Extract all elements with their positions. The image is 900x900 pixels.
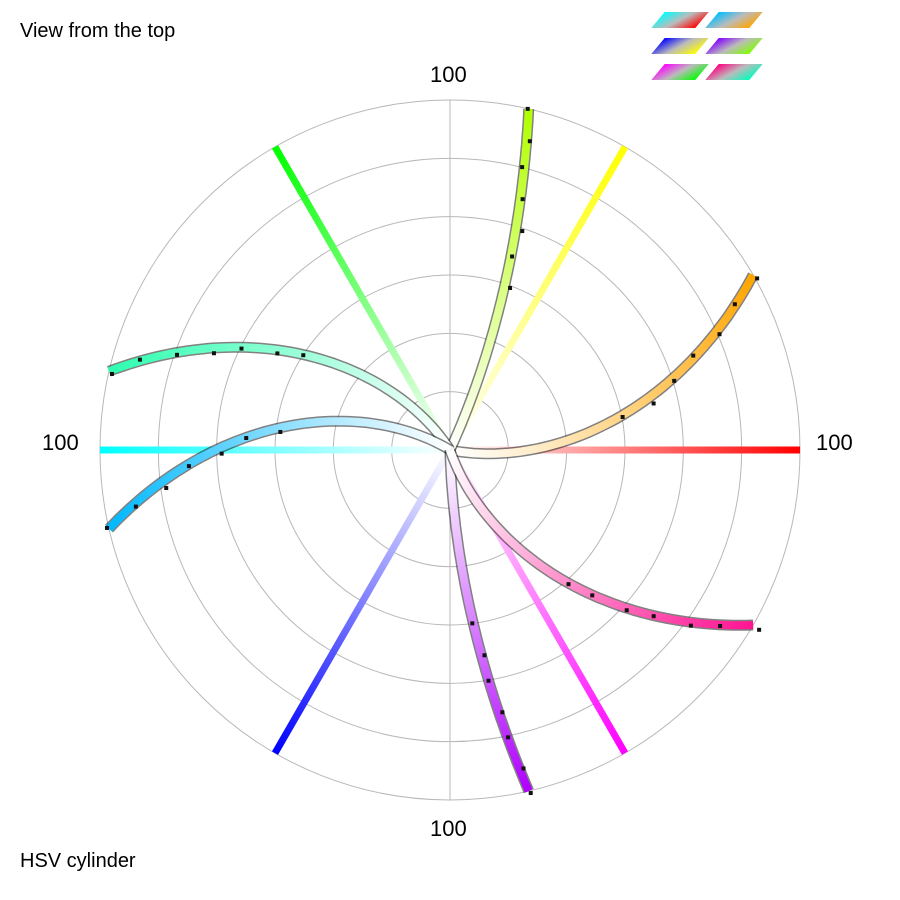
scatter-point [486,678,491,683]
scatter-point [718,624,723,629]
straight-ray [271,145,454,452]
curved-ray-shadow [105,415,453,533]
scatter-point [104,525,109,530]
scatter-point [620,415,625,420]
scatter-point [470,621,475,626]
curved-ray [446,448,754,630]
scatter-point [133,504,138,509]
scatter-point [527,139,532,144]
scatter-point [521,766,526,771]
scatter-point [732,302,737,307]
curved-ray [106,417,453,532]
scatter-point [211,351,216,356]
ray-series [100,106,800,796]
scatter-point [651,401,656,406]
scatter-point [137,357,142,362]
scatter-point [651,614,656,619]
scatter-point [566,582,571,587]
scatter-point [672,378,677,383]
scatter-point [506,735,511,740]
scatter-point [688,623,693,628]
r-tick-label-bottom: 100 [430,816,467,841]
r-tick-label-right: 100 [816,430,853,455]
straight-ray [271,448,454,755]
scatter-point [239,346,244,351]
scatter-point [186,464,191,469]
r-tick-label-left: 100 [42,430,79,455]
view-title: View from the top [20,20,176,42]
scatter-point [525,106,530,111]
scatter-point [278,429,283,434]
scatter-point [510,254,515,259]
shape-caption: HSV cylinder [20,850,136,872]
scatter-point [624,608,629,613]
straight-ray [446,145,629,452]
scatter-point [500,710,505,715]
scatter-point [219,451,224,456]
scatter-point [520,229,525,234]
scatter-point [757,627,762,632]
scatter-point [691,353,696,358]
scatter-point [590,593,595,598]
scatter-point [755,276,760,281]
scatter-point [109,371,114,376]
r-tick-label-top: 100 [430,62,467,87]
scatter-point [482,653,487,658]
scatter-point [275,351,280,356]
scatter-point [164,486,169,491]
scatter-point [174,352,179,357]
scatter-point [520,197,525,202]
scatter-point [508,285,513,290]
scatter-point [520,165,525,170]
scatter-point [528,791,533,796]
scatter-point [717,332,722,337]
scatter-point [301,353,306,358]
scatter-point [244,435,249,440]
